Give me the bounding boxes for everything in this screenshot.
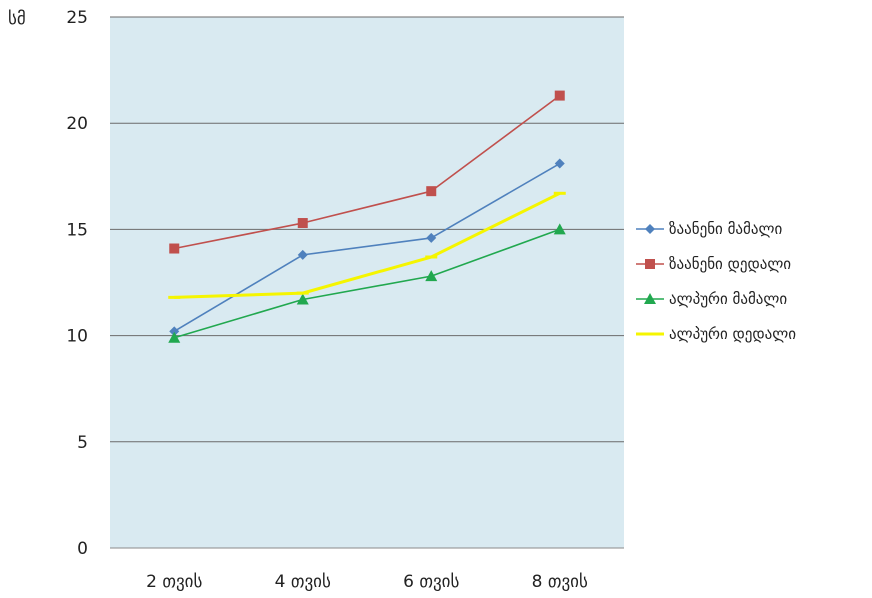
plot-area [110, 17, 624, 548]
data-point [554, 90, 565, 101]
y-tick-label: 25 [66, 8, 88, 28]
series-2 [169, 90, 565, 254]
legend-marker [644, 293, 656, 304]
y-tick-label: 0 [77, 539, 88, 559]
legend-marker [645, 224, 655, 234]
legend-marker [645, 259, 655, 269]
data-point [554, 158, 565, 169]
y-tick-label: 5 [77, 433, 88, 453]
legend-label: ალპური დედალი [669, 325, 796, 343]
data-point [296, 293, 309, 305]
legend-label: ზაანენი დედალი [669, 255, 791, 273]
series-line [173, 162, 561, 333]
data-point [169, 326, 180, 337]
y-tick-label: 10 [66, 327, 88, 347]
series-layer [168, 90, 566, 343]
data-point [297, 218, 308, 229]
y-unit-label: სმ [8, 9, 26, 29]
data-point [426, 186, 437, 197]
x-axis: 2 თვის 4 თვის 6 თვის 8 თვის [110, 547, 624, 592]
y-axis: 0 5 10 15 20 25 [66, 8, 88, 559]
gridlines [110, 16, 624, 443]
legend-label: ზაანენი მამალი [669, 220, 782, 238]
data-point [426, 232, 437, 243]
x-tick-label: 2 თვის [146, 572, 202, 592]
x-tick-label: 4 თვის [275, 572, 331, 592]
legend-item: ალპური დედალი [636, 325, 796, 343]
data-point [553, 223, 566, 235]
data-point [425, 270, 438, 282]
data-point [168, 331, 181, 343]
legend-item: ზაანენი დედალი [636, 255, 791, 273]
legend-item: ალპური მამალი [636, 290, 787, 308]
legend-item: ზაანენი მამალი [636, 220, 782, 238]
series-line [174, 228, 561, 339]
series-3 [168, 223, 566, 343]
legend: ზაანენი მამალი ზაანენი დედალი ალპური მამალ… [636, 220, 796, 343]
series-line [174, 191, 561, 299]
legend-label: ალპური მამალი [669, 290, 787, 308]
x-tick-label: 6 თვის [403, 572, 459, 592]
data-point [297, 249, 308, 260]
y-tick-label: 20 [66, 114, 88, 134]
series-line [174, 94, 561, 250]
y-tick-label: 15 [66, 220, 88, 240]
series-4 [168, 191, 566, 299]
series-1 [169, 158, 565, 337]
x-tick-label: 8 თვის [532, 572, 588, 592]
data-point [169, 243, 180, 254]
